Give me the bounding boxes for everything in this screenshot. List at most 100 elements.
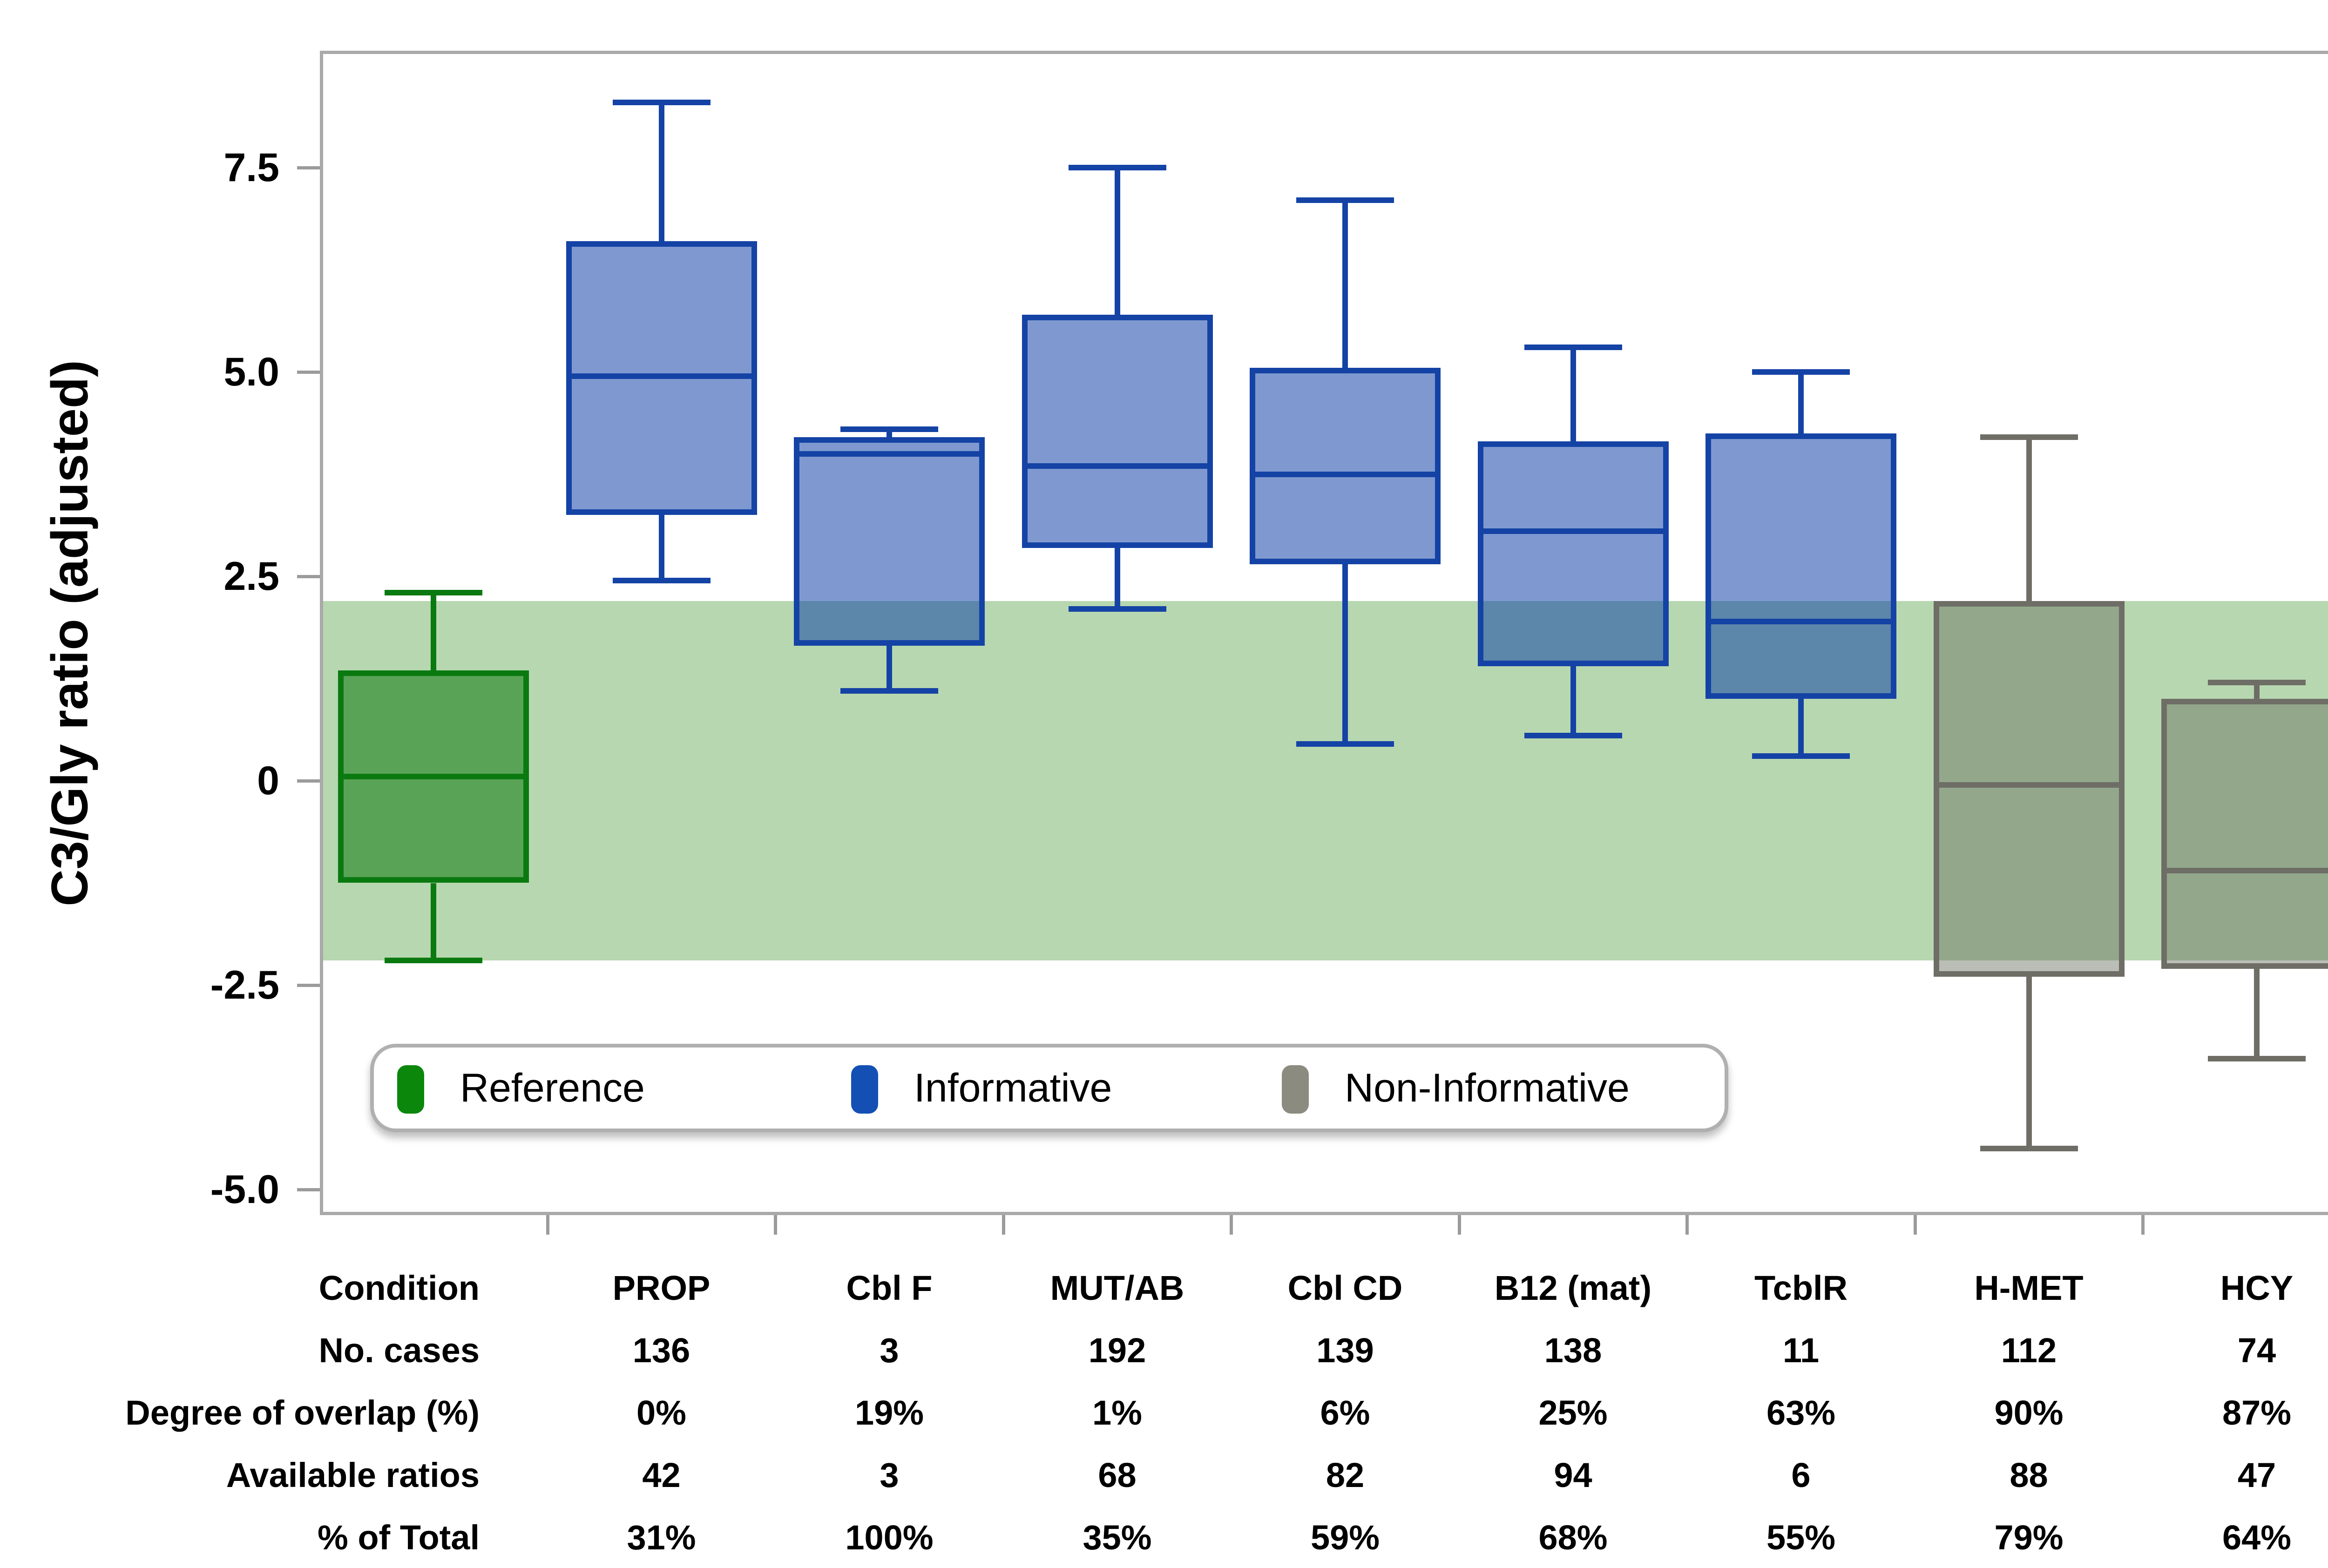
median-line <box>566 373 757 379</box>
table-cell-pct_of_total: 59% <box>1310 1518 1380 1557</box>
median-line <box>1250 471 1441 477</box>
whisker-high-cap <box>612 99 711 105</box>
iqr-box <box>1250 368 1441 564</box>
whisker-low-line <box>431 883 436 961</box>
table-cell-condition: MUT/AB <box>1050 1269 1184 1307</box>
whisker-high-line <box>1798 372 1804 433</box>
iqr-box <box>1477 441 1669 667</box>
table-row-label: No. cases <box>318 1331 480 1370</box>
iqr-box <box>2161 699 2328 969</box>
table-cell-degree_of_overlap: 63% <box>1766 1393 1836 1432</box>
table-cell-condition: B12 (mat) <box>1494 1269 1652 1307</box>
legend: Reference Informative Non-Informative <box>370 1044 1728 1132</box>
whisker-low-cap <box>840 688 938 694</box>
legend-label-reference: Reference <box>460 1066 645 1110</box>
iqr-box <box>1705 433 1896 699</box>
whisker-low-line <box>887 646 892 691</box>
x-tick-mark <box>1230 1215 1233 1235</box>
iqr-box <box>1022 315 1213 548</box>
table-cell-condition: PROP <box>612 1269 711 1307</box>
iqr-box <box>1933 601 2125 977</box>
whisker-high-line <box>1342 200 1348 368</box>
table-cell-available_ratios: 42 <box>642 1456 681 1494</box>
whisker-low-cap <box>385 958 482 964</box>
table-cell-no_cases: 74 <box>2237 1331 2276 1370</box>
table-cell-condition: Cbl F <box>846 1269 933 1307</box>
whisker-high-cap <box>840 426 938 432</box>
whisker-high-cap <box>1524 345 1622 351</box>
whisker-low-cap <box>1752 753 1850 759</box>
table-cell-no_cases: 138 <box>1544 1331 1602 1370</box>
y-tick-mark <box>297 1188 320 1191</box>
median-line <box>338 774 529 780</box>
whisker-low-cap <box>1980 1146 2078 1152</box>
y-tick-mark <box>297 779 320 783</box>
legend-label-non-informative: Non-Informative <box>1345 1066 1630 1110</box>
y-tick-mark <box>297 166 320 169</box>
table-cell-condition: Cbl CD <box>1287 1269 1403 1307</box>
table-cell-degree_of_overlap: 87% <box>2222 1393 2292 1432</box>
whisker-low-line <box>1798 699 1804 757</box>
table-row-label: % of Total <box>317 1518 480 1557</box>
median-line <box>1705 618 1896 624</box>
y-tick-label: 2.5 <box>223 554 279 599</box>
whisker-low-line <box>658 515 664 581</box>
x-tick-mark <box>546 1215 549 1235</box>
table-cell-available_ratios: 68 <box>1098 1456 1137 1494</box>
whisker-high-line <box>1114 168 1120 315</box>
legend-swatch-informative <box>851 1065 878 1114</box>
whisker-low-line <box>2026 977 2032 1149</box>
whisker-high-cap <box>2208 680 2306 686</box>
table-cell-available_ratios: 6 <box>1791 1456 1811 1494</box>
iqr-box <box>794 437 985 646</box>
table-cell-pct_of_total: 35% <box>1083 1518 1152 1557</box>
x-tick-mark <box>1002 1215 1005 1235</box>
y-tick-mark <box>297 371 320 374</box>
y-tick-mark <box>297 984 320 987</box>
table-cell-no_cases: 192 <box>1088 1331 1146 1370</box>
whisker-high-line <box>1570 347 1576 442</box>
whisker-high-line <box>2026 437 2032 601</box>
whisker-high-line <box>658 102 664 242</box>
y-tick-label: 0 <box>257 758 279 803</box>
table-cell-condition: TcblR <box>1754 1269 1848 1307</box>
y-tick-label: 5.0 <box>223 350 279 394</box>
whisker-low-line <box>2254 968 2260 1059</box>
legend-swatch-reference <box>397 1065 424 1114</box>
median-line <box>1022 463 1213 469</box>
y-tick-mark <box>297 575 320 578</box>
table-cell-no_cases: 11 <box>1782 1331 1820 1370</box>
whisker-low-line <box>1342 564 1348 744</box>
whisker-low-cap <box>612 577 711 583</box>
table-cell-pct_of_total: 68% <box>1538 1518 1608 1557</box>
table-cell-available_ratios: 82 <box>1326 1456 1365 1494</box>
median-line <box>1477 528 1669 534</box>
whisker-high-cap <box>1980 434 2078 440</box>
whisker-low-cap <box>1068 606 1166 612</box>
median-line <box>794 451 985 457</box>
legend-label-informative: Informative <box>914 1066 1112 1110</box>
table-cell-condition: HCY <box>2220 1269 2294 1307</box>
x-tick-mark <box>2141 1215 2145 1235</box>
table-cell-available_ratios: 94 <box>1554 1456 1592 1494</box>
table-cell-degree_of_overlap: 25% <box>1538 1393 1608 1432</box>
table-cell-pct_of_total: 100% <box>845 1518 934 1557</box>
table-cell-degree_of_overlap: 19% <box>854 1393 924 1432</box>
table-cell-degree_of_overlap: 1% <box>1092 1393 1142 1432</box>
x-tick-mark <box>1913 1215 1917 1235</box>
whisker-low-line <box>1114 547 1120 609</box>
table-cell-no_cases: 136 <box>632 1331 690 1370</box>
whisker-high-cap <box>1068 165 1166 170</box>
table-cell-pct_of_total: 64% <box>2222 1518 2292 1557</box>
whisker-high-cap <box>1296 197 1394 203</box>
y-tick-label: 7.5 <box>223 145 279 190</box>
table-cell-available_ratios: 3 <box>880 1456 899 1494</box>
table-cell-no_cases: 139 <box>1316 1331 1374 1370</box>
table-cell-condition: H-MET <box>1974 1269 2084 1307</box>
whisker-low-line <box>1570 666 1576 736</box>
median-line <box>2161 868 2328 874</box>
table-row-label: Degree of overlap (%) <box>125 1393 480 1432</box>
table-cell-no_cases: 3 <box>880 1331 899 1370</box>
